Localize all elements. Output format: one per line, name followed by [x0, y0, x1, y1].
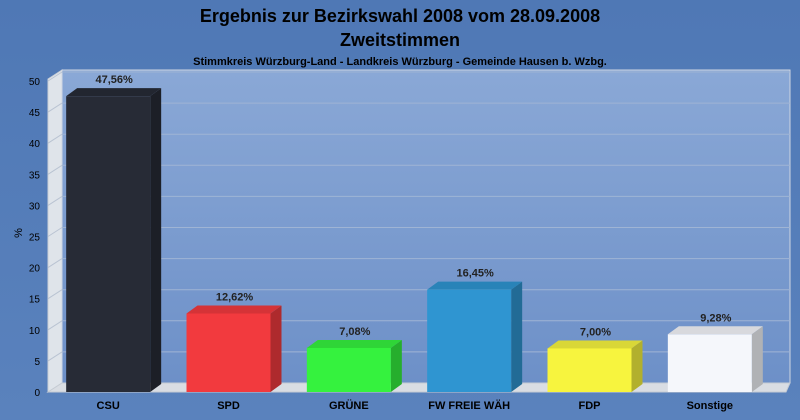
- bar-side-face: [270, 305, 282, 392]
- y-tick-label: 50: [29, 77, 41, 88]
- bar-side-face: [390, 339, 402, 392]
- value-labels: 47,56% 12,62% 7,08% 16,45% 7,00% 9,28%: [96, 74, 732, 338]
- bar-side-face: [631, 340, 643, 392]
- plot-background: [46, 69, 791, 393]
- value-label: 47,56%: [96, 74, 134, 86]
- gridline-side: [47, 320, 63, 331]
- x-tick-label: GRÜNE: [329, 399, 369, 412]
- chart-title: Ergebnis zur Bezirkswahl 2008 vom 28.09.…: [200, 6, 600, 26]
- gridline-side: [47, 351, 63, 362]
- x-tick-label: FDP: [579, 400, 601, 412]
- y-tick-label: 35: [29, 170, 41, 181]
- bar: [427, 281, 523, 392]
- y-tick-label: 40: [29, 139, 41, 150]
- y-tick-label: 25: [29, 233, 41, 244]
- bar: [547, 340, 643, 392]
- y-tick-label: 20: [29, 264, 41, 275]
- bar: [667, 326, 763, 392]
- bar-side-face: [751, 326, 763, 392]
- bar-front-face: [186, 313, 271, 392]
- bar-front-face: [427, 289, 512, 392]
- bar-front-face: [306, 347, 391, 392]
- plot-side-wall: [47, 69, 63, 393]
- bar-front-face: [547, 348, 632, 392]
- x-tick-label: Sonstige: [687, 400, 733, 412]
- x-tick-label: FW FREIE WÄH: [428, 399, 510, 412]
- y-tick-label: 45: [29, 108, 41, 119]
- bar-top-face: [306, 339, 402, 348]
- bars: [66, 88, 763, 392]
- bar: [186, 305, 282, 392]
- chart-caption: Stimmkreis Würzburg-Land - Landkreis Wür…: [193, 56, 607, 68]
- bar: [306, 339, 402, 392]
- plot-back-wall: [61, 69, 791, 384]
- y-tick-label: 5: [34, 357, 40, 368]
- gridline-side: [47, 195, 63, 206]
- y-tick-label: 10: [29, 326, 41, 337]
- bar-side-face: [511, 281, 523, 392]
- gridline-side: [47, 289, 63, 300]
- bar-top-face: [427, 281, 523, 290]
- y-axis-ticks: 0 5 10 15 20 25 30 35 40 45 50: [29, 77, 41, 399]
- x-axis-ticks: CSU SPD GRÜNE FW FREIE WÄH FDP Sonstige: [97, 399, 734, 412]
- y-tick-label: 30: [29, 201, 41, 212]
- bar: [66, 88, 162, 392]
- bar-top-face: [186, 305, 282, 314]
- gridline-side: [47, 164, 63, 175]
- gridline-side: [47, 133, 63, 144]
- bar-front-face: [66, 96, 151, 392]
- value-label: 16,45%: [457, 268, 495, 280]
- x-tick-label: SPD: [217, 400, 240, 412]
- value-label: 9,28%: [700, 312, 731, 324]
- chart-subtitle: Zweitstimmen: [340, 30, 460, 50]
- y-axis-label: %: [13, 228, 25, 238]
- bar-top-face: [547, 340, 643, 349]
- y-tick-label: 15: [29, 295, 41, 306]
- gridline-side: [47, 71, 63, 82]
- gridline-side: [47, 258, 63, 269]
- value-label: 12,62%: [216, 292, 254, 304]
- bar-side-face: [150, 88, 162, 392]
- value-label: 7,00%: [580, 326, 611, 338]
- gridline-side: [47, 102, 63, 113]
- value-label: 7,08%: [339, 326, 370, 338]
- bar-front-face: [667, 334, 752, 392]
- bar-top-face: [667, 326, 763, 335]
- x-tick-label: CSU: [97, 400, 120, 412]
- gridlines: [47, 71, 790, 362]
- gridline-side: [47, 227, 63, 237]
- y-tick-label: 0: [34, 388, 40, 399]
- bar-top-face: [66, 88, 162, 97]
